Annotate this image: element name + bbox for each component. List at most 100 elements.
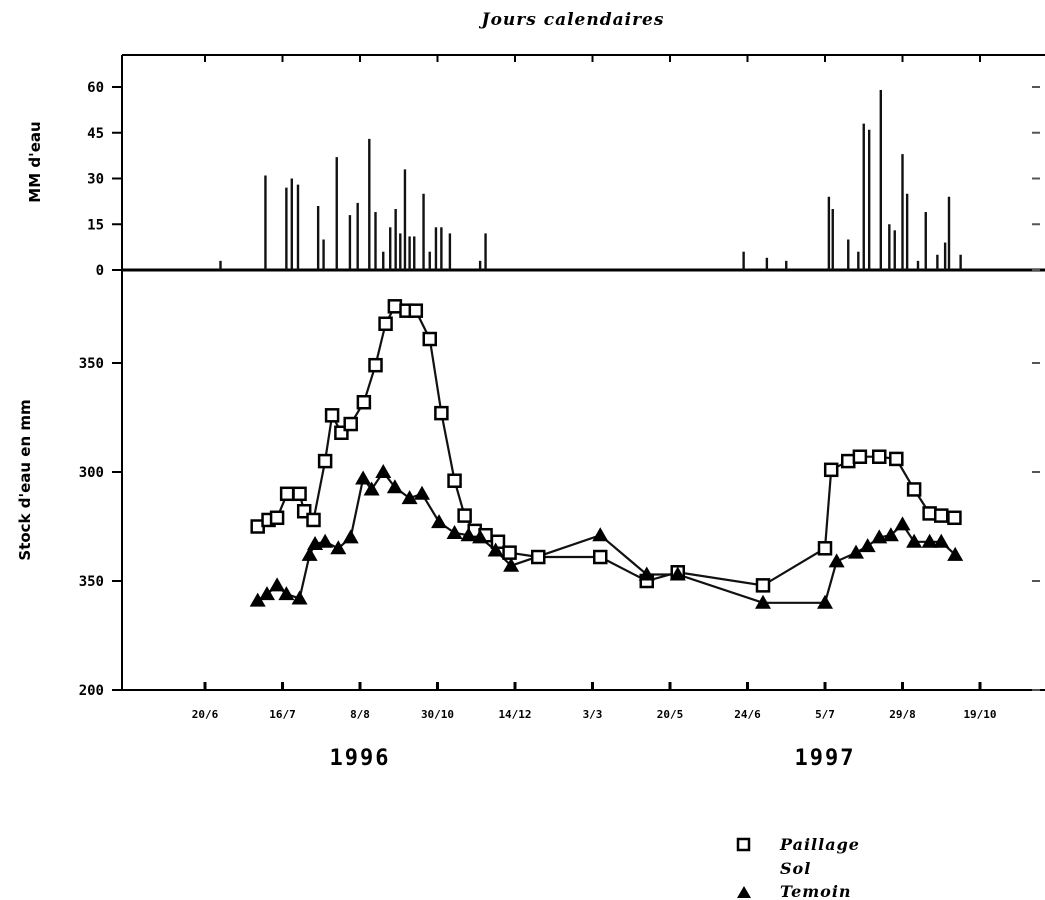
- temoin-marker: [386, 479, 403, 494]
- stock-y-tick-label: 200: [79, 683, 104, 699]
- chart-title: Jours calendaires: [479, 10, 665, 30]
- rain-y-tick-label: 60: [87, 80, 104, 96]
- temoin-marker: [755, 594, 771, 609]
- x-tick-label: 5/7: [815, 708, 835, 721]
- rain-y-tick-label: 45: [87, 126, 104, 142]
- paillage-marker: [269, 510, 285, 526]
- stock-y-ticks: 200 350 300 350: [79, 356, 1040, 699]
- paillage-marker: [317, 453, 333, 469]
- temoin-marker: [259, 586, 275, 601]
- paillage-marker: [502, 545, 517, 560]
- temoin-marker: [431, 514, 448, 529]
- temoin-marker: [355, 470, 372, 485]
- paillage-marker: [356, 394, 372, 410]
- temoin-marker: [871, 529, 888, 544]
- paillage-marker: [922, 506, 937, 521]
- temoin-marker: [921, 533, 938, 548]
- paillage-marker: [457, 508, 472, 523]
- paillage-marker: [872, 449, 887, 464]
- legend-triangle-marker: [737, 886, 751, 898]
- temoin-marker: [906, 533, 923, 548]
- temoin-marker: [401, 490, 418, 505]
- temoin-marker: [638, 566, 655, 581]
- paillage-marker: [306, 512, 321, 528]
- paillage-marker: [841, 453, 856, 469]
- temoin-marker: [817, 594, 833, 609]
- temoin-marker: [446, 525, 463, 540]
- rain-bars: [219, 90, 962, 270]
- x-tick-label: 3/3: [583, 708, 603, 721]
- temoin-marker: [894, 516, 911, 531]
- temoin-marker: [342, 529, 359, 544]
- temoin-marker: [249, 592, 266, 607]
- legend-square-marker: [736, 837, 751, 852]
- stock-y-axis-label: Stock d'eau en mm: [16, 399, 34, 560]
- paillage-marker: [422, 331, 437, 347]
- rain-y-tick-label: 30: [87, 172, 104, 188]
- rain-y-ticks: 0 15 30 45 60: [87, 80, 1040, 279]
- x-tick-label: 19/10: [963, 708, 996, 721]
- temoin-marker: [933, 533, 950, 548]
- paillage-marker: [408, 303, 424, 318]
- legend-temoin-label: Temoin: [780, 882, 852, 900]
- paillage-marker: [934, 508, 949, 523]
- temoin-marker: [472, 529, 489, 544]
- paillage-marker: [531, 549, 546, 565]
- temoin-marker: [947, 546, 964, 561]
- x-tick-label: 8/8: [350, 708, 370, 721]
- paillage-marker: [906, 482, 922, 497]
- legend: Paillage Sol Temoin: [736, 835, 860, 900]
- paillage-marker: [292, 486, 307, 502]
- paillage-marker: [279, 486, 295, 502]
- x-tick-label: 29/8: [889, 708, 916, 721]
- paillage-marker: [343, 416, 358, 432]
- paillage-marker: [324, 408, 340, 423]
- temoin-marker: [330, 540, 347, 555]
- paillage-marker: [817, 541, 833, 556]
- paillage-marker: [889, 451, 904, 467]
- series-line: [257, 470, 956, 604]
- rain-y-tick-label: 15: [87, 217, 104, 233]
- temoin-marker: [414, 485, 430, 500]
- temoin-marker: [487, 542, 504, 557]
- temoin-marker: [375, 464, 392, 478]
- paillage-marker: [823, 462, 839, 478]
- temoin-marker: [301, 546, 318, 561]
- paillage-marker: [387, 299, 403, 314]
- temoin-marker: [460, 527, 477, 542]
- temoin-marker: [503, 557, 520, 572]
- x-tick-label: 30/10: [421, 708, 454, 721]
- x-tick-label: 20/6: [192, 708, 219, 721]
- paillage-marker: [947, 510, 962, 526]
- year-label: 1996: [330, 746, 391, 771]
- year-labels: 1996 1997: [330, 746, 856, 771]
- paillage-marker: [447, 473, 462, 488]
- temoin-marker: [317, 533, 334, 548]
- paillage-marker: [593, 549, 608, 565]
- temoin-marker: [278, 586, 295, 601]
- rain-y-axis-label: MM d'eau: [26, 121, 44, 202]
- x-tick-label: 24/6: [734, 708, 761, 721]
- series-line: [257, 304, 955, 587]
- stock-y-tick-label: 300: [79, 465, 104, 481]
- year-label: 1997: [795, 746, 856, 771]
- paillage-marker: [755, 578, 771, 593]
- paillage-marker: [852, 449, 868, 464]
- stock-y-tick-label: 350: [79, 356, 104, 372]
- x-tick-label: 20/5: [657, 708, 684, 721]
- stock-y-tick-label: 350: [79, 574, 104, 590]
- paillage-marker: [368, 357, 383, 373]
- rain-y-tick-label: 0: [96, 263, 104, 279]
- paillage-marker: [378, 316, 393, 332]
- temoin-marker: [269, 577, 286, 592]
- temoin-marker: [669, 566, 686, 581]
- temoin-marker: [828, 553, 845, 568]
- x-date-ticks: 20/6 16/7 8/8 30/10 14/12 3/3 20/5 24/6 5/7 29/8 1…: [192, 55, 997, 721]
- temoin-marker: [291, 590, 308, 605]
- temoin-marker: [848, 544, 864, 559]
- temoin-marker: [882, 527, 899, 542]
- temoin-marker: [592, 527, 609, 542]
- legend-paillage-label: Paillage: [779, 835, 860, 854]
- paillage-marker: [434, 405, 449, 421]
